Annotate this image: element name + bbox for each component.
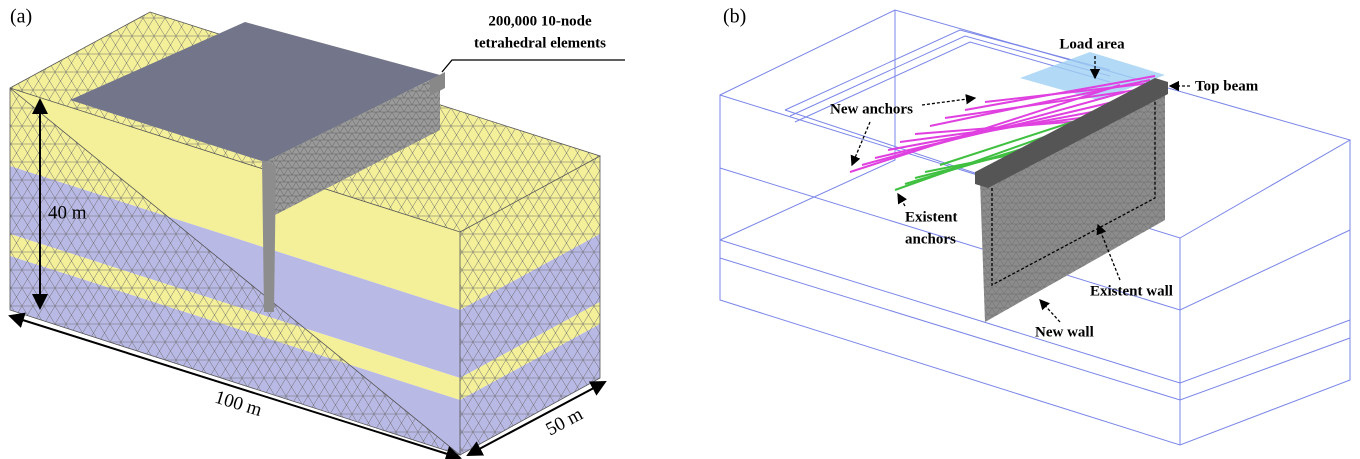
pointer	[898, 194, 905, 206]
dimension-label: 40 m	[48, 202, 87, 223]
leader	[442, 60, 625, 72]
annotation: Existent	[905, 209, 958, 225]
panel-b: (b) Load area	[720, 6, 1350, 445]
dimension-label: 100 m	[212, 387, 264, 421]
panel-label: (a)	[10, 6, 32, 28]
callout: tetrahedral elements	[474, 35, 606, 51]
wall	[262, 160, 276, 312]
pointer	[852, 122, 870, 165]
panel-label: (b)	[723, 6, 746, 28]
figure: (a) 200,000 10-node tetrahedral elements…	[0, 0, 1360, 459]
annotation: New anchors	[830, 101, 913, 117]
annotation: Existent wall	[1090, 283, 1173, 299]
callout: 200,000 10-node	[488, 13, 592, 29]
annotation: New wall	[1035, 324, 1094, 340]
annotation: anchors	[905, 231, 956, 247]
dimension-label: 50 m	[543, 404, 587, 441]
pointer	[922, 98, 975, 105]
panel-a: (a) 200,000 10-node tetrahedral elements…	[10, 6, 625, 458]
annotation: Load area	[1059, 36, 1125, 52]
pointer	[1040, 300, 1060, 322]
annotation: Top beam	[1195, 78, 1259, 94]
